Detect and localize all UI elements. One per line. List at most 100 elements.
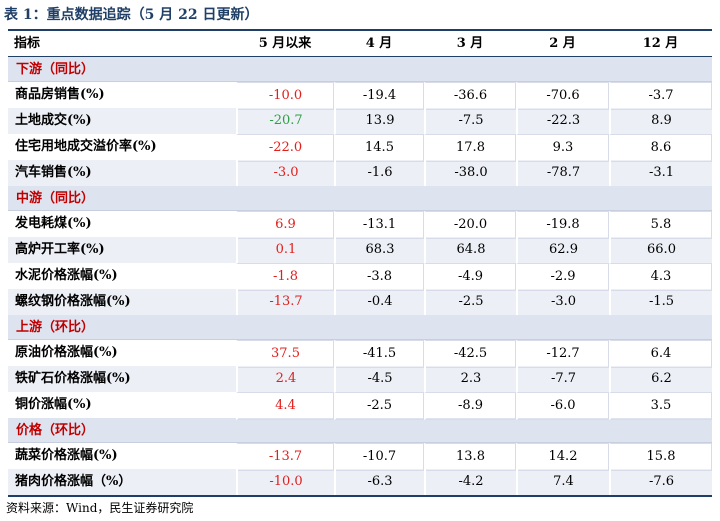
row-value: -13.1 xyxy=(334,211,424,239)
section-header: 中游（同比） xyxy=(8,186,712,211)
row-value: -4.5 xyxy=(334,366,424,392)
row-value: 4.3 xyxy=(609,263,712,291)
table-row: 螺纹钢价格涨幅(%) -13.7 -0.4 -2.5 -3.0 -1.5 xyxy=(8,289,712,315)
row-value: -0.4 xyxy=(334,289,424,315)
row-value: -22.3 xyxy=(516,108,609,134)
row-value: -42.5 xyxy=(424,340,516,368)
row-value: 68.3 xyxy=(334,237,424,263)
table-title: 表 1：重点数据追踪（5 月 22 日更新） xyxy=(4,7,259,23)
row-label: 原油价格涨幅(%) xyxy=(15,345,118,360)
row-value: 0.1 xyxy=(236,237,334,263)
row-label: 铜价涨幅(%) xyxy=(15,397,92,412)
row-value: 14.2 xyxy=(516,443,609,471)
row-value: -2.5 xyxy=(334,392,424,420)
row-value: 14.5 xyxy=(334,134,424,162)
table-row: 住宅用地成交溢价率(%) -22.0 14.5 17.8 9.3 8.6 xyxy=(8,134,712,162)
row-value: -2.5 xyxy=(424,289,516,315)
row-value: 8.9 xyxy=(609,108,712,134)
row-value: -4.2 xyxy=(424,469,516,495)
table-row: 铜价涨幅(%) 4.4 -2.5 -8.9 -6.0 3.5 xyxy=(8,392,712,420)
table-row: 高炉开工率(%) 0.1 68.3 64.8 62.9 66.0 xyxy=(8,237,712,263)
table-header: 指标 5 月以来 4 月 3 月 2 月 12 月 xyxy=(8,29,712,57)
row-value: 62.9 xyxy=(516,237,609,263)
source-note: 资料来源：Wind，民生证券研究院 xyxy=(6,501,194,515)
row-value: -1.8 xyxy=(236,263,334,291)
row-value: -10.0 xyxy=(236,82,334,110)
row-value: -22.0 xyxy=(236,134,334,162)
header-since-may: 5 月以来 xyxy=(258,36,312,51)
row-value: 5.8 xyxy=(609,211,712,239)
row-value: 6.4 xyxy=(609,340,712,368)
row-value: -3.0 xyxy=(516,289,609,315)
row-value: 13.9 xyxy=(334,108,424,134)
row-value: -3.7 xyxy=(609,82,712,110)
row-value: 7.4 xyxy=(516,469,609,495)
row-value: -3.8 xyxy=(334,263,424,291)
header-february: 2 月 xyxy=(549,36,576,51)
row-value: 15.8 xyxy=(609,443,712,471)
row-value: -7.6 xyxy=(609,469,712,495)
section-header: 价格（环比） xyxy=(8,418,712,443)
row-label: 住宅用地成交溢价率(%) xyxy=(15,139,157,154)
row-value: -13.7 xyxy=(236,289,334,315)
row-value: 3.5 xyxy=(609,392,712,420)
row-value: -1.5 xyxy=(609,289,712,315)
header-indicator: 指标 xyxy=(14,36,41,51)
table-row: 汽车销售(%) -3.0 -1.6 -38.0 -78.7 -3.1 xyxy=(8,160,712,186)
row-label: 铁矿石价格涨幅(%) xyxy=(15,371,131,386)
table-row: 蔬菜价格涨幅(%) -13.7 -10.7 13.8 14.2 15.8 xyxy=(8,443,712,471)
table-row: 原油价格涨幅(%) 37.5 -41.5 -42.5 -12.7 6.4 xyxy=(8,340,712,368)
row-value: 9.3 xyxy=(516,134,609,162)
header-december: 12 月 xyxy=(642,36,679,51)
row-value: -10.0 xyxy=(236,469,334,495)
row-value: -3.0 xyxy=(236,160,334,186)
row-value: 17.8 xyxy=(424,134,516,162)
row-label: 蔬菜价格涨幅(%) xyxy=(15,448,118,463)
row-value: -7.7 xyxy=(516,366,609,392)
data-table: 指标 5 月以来 4 月 3 月 2 月 12 月 下游（同比） 商品房销售(%)… xyxy=(8,29,712,495)
table-row: 铁矿石价格涨幅(%) 2.4 -4.5 2.3 -7.7 6.2 xyxy=(8,366,712,392)
row-value: -2.9 xyxy=(516,263,609,291)
row-value: -38.0 xyxy=(424,160,516,186)
row-label: 汽车销售(%) xyxy=(15,165,92,180)
row-value: -10.7 xyxy=(334,443,424,471)
row-value: 2.3 xyxy=(424,366,516,392)
row-label: 发电耗煤(%) xyxy=(15,216,92,231)
row-value: 64.8 xyxy=(424,237,516,263)
table-body: 下游（同比） 商品房销售(%) -10.0 -19.4 -36.6 -70.6 -3.7 土地… xyxy=(8,57,712,495)
section-header: 上游（环比） xyxy=(8,315,712,340)
row-value: -41.5 xyxy=(334,340,424,368)
row-value: 4.4 xyxy=(236,392,334,420)
row-value: -4.9 xyxy=(424,263,516,291)
row-label: 高炉开工率(%) xyxy=(15,242,105,257)
table-row: 猪肉价格涨幅（%） -10.0 -6.3 -4.2 7.4 -7.6 xyxy=(8,469,712,495)
row-value: -20.0 xyxy=(424,211,516,239)
row-value: -70.6 xyxy=(516,82,609,110)
row-value: -78.7 xyxy=(516,160,609,186)
row-value: -8.9 xyxy=(424,392,516,420)
row-value: 66.0 xyxy=(609,237,712,263)
row-value: -13.7 xyxy=(236,443,334,471)
table-row: 商品房销售(%) -10.0 -19.4 -36.6 -70.6 -3.7 xyxy=(8,82,712,110)
row-label: 水泥价格涨幅(%) xyxy=(15,268,118,283)
row-value: -6.3 xyxy=(334,469,424,495)
row-label: 猪肉价格涨幅（%） xyxy=(15,474,132,489)
row-value: -6.0 xyxy=(516,392,609,420)
row-value: -12.7 xyxy=(516,340,609,368)
header-march: 3 月 xyxy=(456,36,484,51)
row-value: 13.8 xyxy=(424,443,516,471)
row-value: 2.4 xyxy=(236,366,334,392)
footer-divider xyxy=(8,495,712,497)
row-value: -7.5 xyxy=(424,108,516,134)
section-header: 下游（同比） xyxy=(8,57,712,82)
row-value: -3.1 xyxy=(609,160,712,186)
row-value: 6.2 xyxy=(609,366,712,392)
row-label: 土地成交(%) xyxy=(15,113,92,128)
row-value: -36.6 xyxy=(424,82,516,110)
row-value: 6.9 xyxy=(236,211,334,239)
table-row: 发电耗煤(%) 6.9 -13.1 -20.0 -19.8 5.8 xyxy=(8,211,712,239)
row-value: 37.5 xyxy=(236,340,334,368)
row-label: 商品房销售(%) xyxy=(15,87,105,102)
row-value: -20.7 xyxy=(236,108,334,134)
row-value: -19.4 xyxy=(334,82,424,110)
